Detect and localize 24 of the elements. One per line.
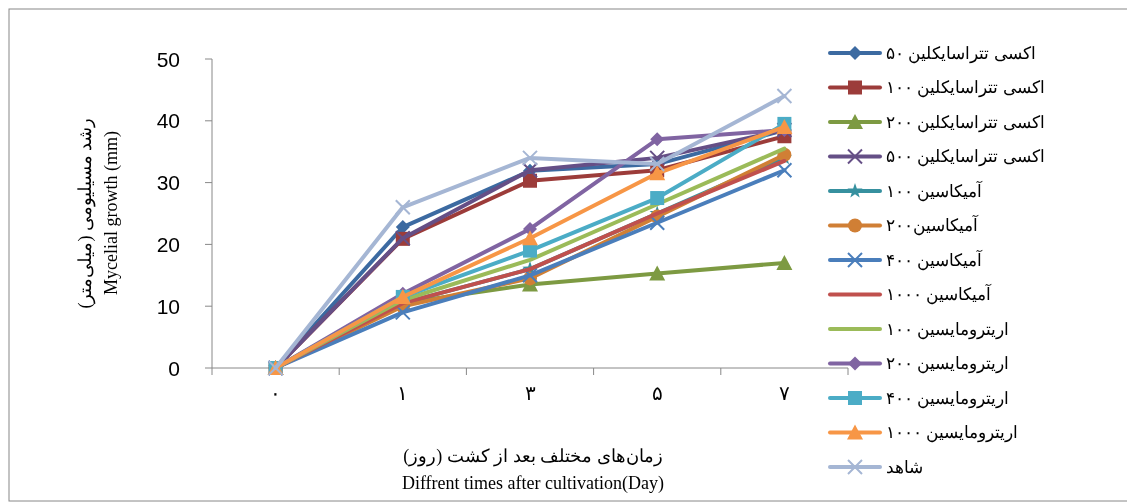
legend-label: اریترومایسین ۲۰۰ xyxy=(886,354,1010,374)
legend-label: اکسی تتراسایکلین ۵۰۰ xyxy=(886,147,1045,167)
y-tick-label: 20 xyxy=(156,232,180,256)
legend-label: آمیکاسین ۱۰۰ xyxy=(886,179,984,202)
x-tick-label: ۷ xyxy=(778,382,790,404)
x-tick-label: ۳ xyxy=(524,382,536,404)
legend-label: آمیکاسین۲۰۰ xyxy=(886,214,979,236)
legend-label: اریترومایسین ۱۰۰۰ xyxy=(886,423,1019,443)
y-tick-label: 30 xyxy=(156,171,180,195)
legend-label: آمیکاسین ۱۰۰۰ xyxy=(886,283,993,305)
x-tick-label: ۱ xyxy=(397,382,409,404)
legend-label: آمیکاسین ۴۰۰ xyxy=(886,248,984,271)
y-tick-label: 50 xyxy=(156,47,180,71)
legend-label: اریترومایسین ۴۰۰ xyxy=(886,388,1010,409)
x-tick-label: ۰ xyxy=(270,382,282,404)
legend-label: اکسی تتراسایکلین ۵۰ xyxy=(886,43,1036,64)
y-tick-label: 10 xyxy=(156,294,180,318)
legend-label: اکسی تتراسایکلین ۱۰۰ xyxy=(886,78,1045,98)
x-tick-label: ۵ xyxy=(651,382,663,404)
y-tick-label: 0 xyxy=(168,356,180,380)
legend-label: شاهد xyxy=(886,457,923,477)
legend-label: اکسی تتراسایکلین ۲۰۰ xyxy=(886,112,1045,133)
y-tick-label: 40 xyxy=(156,109,180,133)
legend-label: اریترومایسین ۱۰۰ xyxy=(886,319,1010,340)
